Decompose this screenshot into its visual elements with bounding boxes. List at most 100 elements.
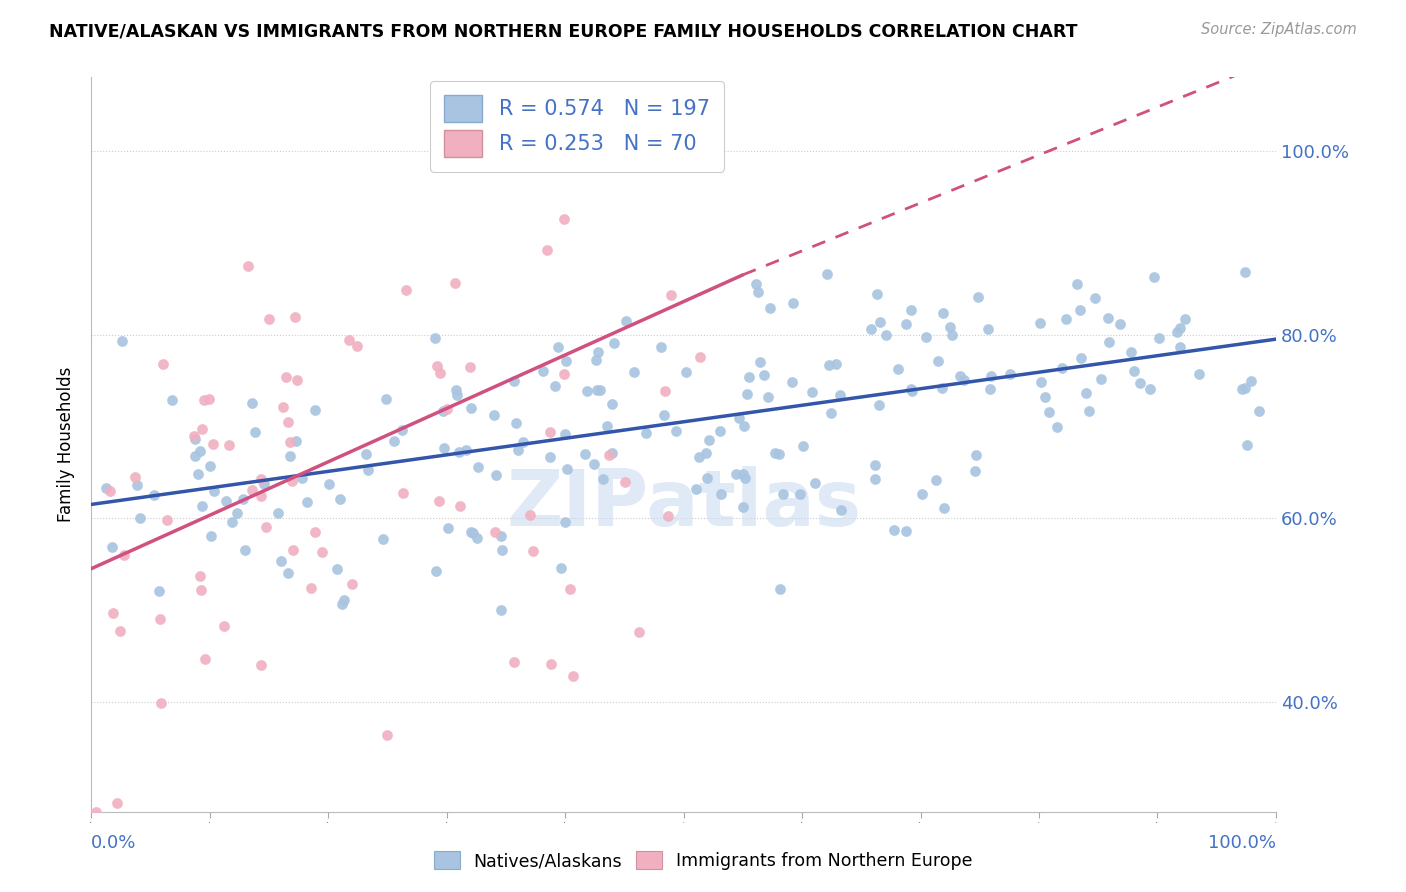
Point — [150, 697, 173, 711]
Point — [295, 495, 318, 509]
Point — [371, 532, 394, 546]
Point — [748, 354, 770, 368]
Point — [1143, 270, 1166, 285]
Point — [932, 306, 955, 320]
Point — [1046, 420, 1069, 434]
Point — [824, 357, 846, 371]
Point — [554, 426, 576, 441]
Point — [555, 462, 578, 476]
Point — [382, 434, 405, 448]
Point — [665, 424, 688, 438]
Point — [330, 597, 353, 611]
Point — [979, 383, 1001, 397]
Point — [768, 582, 790, 597]
Point — [285, 373, 308, 387]
Point — [162, 392, 184, 407]
Point — [124, 470, 146, 484]
Point — [1078, 404, 1101, 418]
Point — [1236, 438, 1258, 452]
Point — [860, 322, 883, 336]
Point — [392, 486, 415, 500]
Point — [600, 397, 623, 411]
Point — [280, 434, 302, 449]
Point — [226, 506, 249, 520]
Point — [1074, 386, 1097, 401]
Point — [284, 434, 307, 449]
Point — [900, 382, 922, 396]
Point — [747, 285, 769, 300]
Point — [1069, 302, 1091, 317]
Point — [236, 260, 259, 274]
Point — [243, 425, 266, 439]
Point — [1070, 351, 1092, 365]
Point — [356, 447, 378, 461]
Point — [111, 334, 134, 348]
Point — [1035, 390, 1057, 404]
Point — [863, 472, 886, 486]
Point — [1168, 340, 1191, 354]
Point — [536, 243, 558, 257]
Point — [589, 384, 612, 398]
Point — [614, 313, 637, 327]
Point — [866, 286, 889, 301]
Point — [333, 592, 356, 607]
Point — [963, 465, 986, 479]
Point — [304, 524, 326, 539]
Point — [628, 624, 651, 639]
Point — [503, 374, 526, 388]
Point — [491, 542, 513, 557]
Text: Source: ZipAtlas.com: Source: ZipAtlas.com — [1201, 22, 1357, 37]
Point — [869, 315, 891, 329]
Y-axis label: Family Households: Family Households — [58, 368, 75, 523]
Point — [595, 418, 617, 433]
Point — [623, 365, 645, 379]
Point — [733, 500, 755, 515]
Point — [540, 657, 562, 672]
Point — [519, 508, 541, 522]
Point — [156, 513, 179, 527]
Point — [1174, 311, 1197, 326]
Point — [291, 471, 314, 485]
Point — [934, 500, 956, 515]
Point — [429, 494, 451, 508]
Point — [603, 336, 626, 351]
Point — [1122, 364, 1144, 378]
Point — [254, 520, 277, 534]
Point — [433, 441, 456, 455]
Point — [817, 358, 839, 372]
Point — [484, 525, 506, 540]
Point — [276, 415, 298, 429]
Point — [240, 483, 263, 498]
Point — [84, 805, 107, 819]
Point — [374, 392, 396, 407]
Point — [709, 424, 731, 438]
Point — [801, 384, 824, 399]
Point — [792, 439, 814, 453]
Point — [253, 477, 276, 491]
Point — [576, 384, 599, 398]
Point — [763, 446, 786, 460]
Point — [1234, 381, 1257, 395]
Point — [202, 483, 225, 498]
Point — [865, 458, 887, 472]
Point — [553, 367, 575, 381]
Point — [270, 554, 292, 568]
Point — [883, 523, 905, 537]
Point — [803, 475, 825, 490]
Point — [734, 471, 756, 485]
Point — [1054, 312, 1077, 326]
Point — [436, 521, 458, 535]
Point — [375, 728, 398, 742]
Point — [198, 458, 221, 473]
Point — [1247, 403, 1270, 417]
Point — [110, 624, 132, 639]
Point — [190, 583, 212, 598]
Point — [522, 544, 544, 558]
Point — [896, 524, 918, 538]
Point — [738, 370, 761, 384]
Point — [830, 502, 852, 516]
Point — [188, 444, 211, 458]
Point — [277, 566, 299, 580]
Point — [240, 396, 263, 410]
Point — [696, 471, 718, 485]
